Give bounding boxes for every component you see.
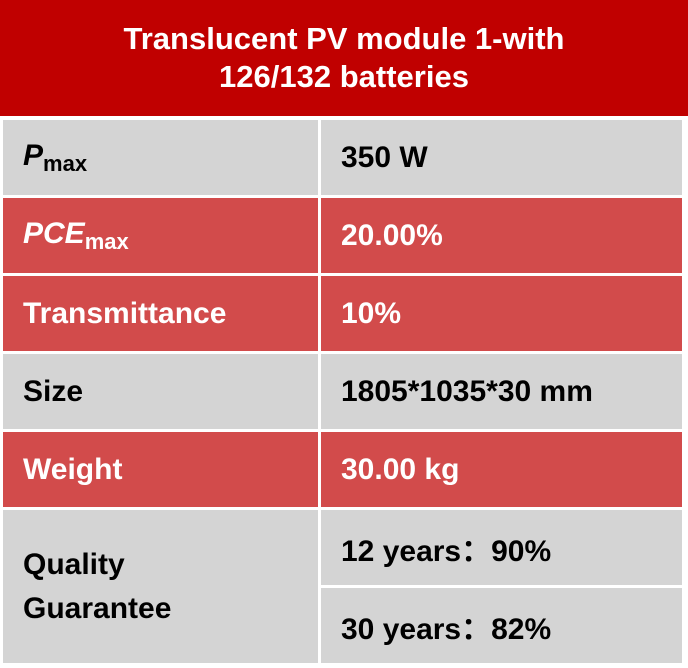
value: 350 W	[341, 140, 428, 174]
value-cell: 30 years：82%	[321, 588, 682, 663]
label-sub: max	[43, 150, 88, 176]
label-sub: max	[84, 228, 129, 254]
value: 30.00 kg	[341, 452, 460, 486]
label-cell: Weight	[3, 432, 318, 507]
label: PCEmax	[23, 217, 129, 255]
label: Transmittance	[23, 297, 226, 331]
value: 30 years：82%	[341, 612, 552, 646]
label: Size	[23, 375, 83, 409]
value-cell: 350 W	[321, 120, 682, 195]
value-cell: 30.00 kg	[321, 432, 682, 507]
value-cell: 1805*1035*30 mm	[321, 354, 682, 429]
label-cell: Transmittance	[3, 276, 318, 351]
label-main: Weight	[23, 452, 123, 486]
title: Translucent PV module 1-with 126/132 bat…	[123, 21, 565, 94]
label: Pmax	[23, 139, 87, 177]
label-cell: Size	[3, 354, 318, 429]
value-cell: 12 years：90%	[321, 510, 682, 585]
label-main: Transmittance	[23, 296, 227, 330]
value: 10%	[341, 296, 402, 330]
label-main: Quality Guarantee	[23, 547, 172, 625]
label: Weight	[23, 453, 122, 487]
label-cell: Quality Guarantee	[3, 510, 318, 663]
label-cell: PCEmax	[3, 198, 318, 273]
value: 20.00%	[341, 218, 443, 252]
value: 12 years：90%	[341, 534, 552, 568]
label-cell: Pmax	[3, 120, 318, 195]
label-main: Size	[23, 374, 84, 408]
header: Translucent PV module 1-with 126/132 bat…	[0, 0, 688, 116]
label-main: PCE	[23, 216, 85, 250]
value: 1805*1035*30 mm	[341, 374, 593, 408]
label: Quality Guarantee	[23, 543, 223, 631]
label-main: P	[23, 138, 44, 172]
value-cell: 10%	[321, 276, 682, 351]
value-cell: 20.00%	[321, 198, 682, 273]
